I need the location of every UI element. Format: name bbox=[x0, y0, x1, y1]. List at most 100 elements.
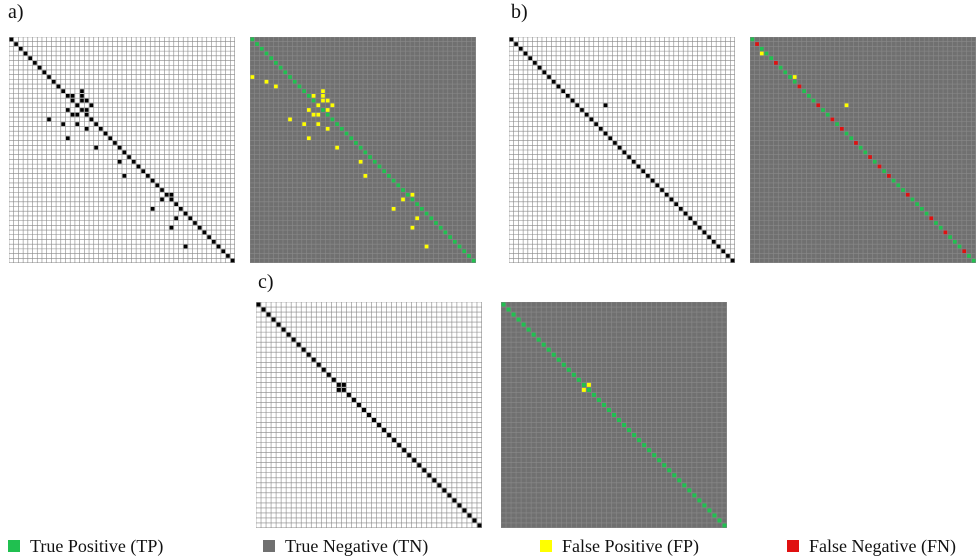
matrix-cell-false-positive bbox=[792, 75, 797, 79]
matrix-cell-diagonal bbox=[622, 150, 627, 155]
matrix-a-confusion bbox=[250, 37, 476, 263]
matrix-cell-diagonal bbox=[392, 438, 397, 443]
matrix-cell-diagonal bbox=[354, 141, 358, 145]
matrix-cell-diagonal bbox=[131, 159, 136, 164]
matrix-cell-diagonal bbox=[94, 122, 98, 126]
matrix-cell-diagonal bbox=[438, 225, 443, 230]
matrix-cell-diagonal bbox=[117, 145, 122, 150]
matrix-cell-offdiagonal bbox=[80, 98, 84, 103]
matrix-cell-diagonal bbox=[556, 84, 561, 89]
matrix-cell-diagonal bbox=[363, 150, 368, 155]
matrix-cell-diagonal bbox=[637, 438, 642, 443]
matrix-cell-diagonal bbox=[627, 155, 631, 159]
matrix-cell-diagonal bbox=[351, 397, 356, 402]
matrix-cell-diagonal bbox=[278, 65, 283, 70]
matrix-cell-diagonal bbox=[432, 478, 437, 483]
matrix-cell-diagonal bbox=[387, 433, 392, 438]
matrix-cell-diagonal bbox=[261, 307, 266, 312]
matrix-cell-diagonal bbox=[325, 112, 330, 117]
matrix-cell-diagonal bbox=[920, 207, 924, 211]
matrix-cell-diagonal bbox=[594, 122, 598, 126]
matrix-cell-diagonal bbox=[788, 75, 792, 79]
matrix-cell-offdiagonal bbox=[581, 387, 586, 392]
matrix-cell-diagonal bbox=[276, 322, 281, 327]
matrix-cell-offdiagonal bbox=[150, 207, 155, 211]
matrix-cell-diagonal bbox=[608, 136, 613, 141]
matrix-cell-diagonal bbox=[606, 407, 611, 412]
matrix-cell-diagonal bbox=[283, 70, 288, 75]
matrix-cell-diagonal bbox=[697, 498, 702, 503]
matrix-cell-offdiagonal bbox=[307, 108, 311, 112]
matrix-cell-offdiagonal bbox=[424, 244, 429, 249]
matrix-cell-offdiagonal bbox=[89, 103, 94, 108]
matrix-cell-diagonal bbox=[452, 498, 457, 503]
matrix-cell-offdiagonal bbox=[288, 117, 292, 122]
matrix-cell-diagonal bbox=[677, 478, 682, 483]
matrix-cell-offdiagonal bbox=[321, 94, 325, 98]
matrix-cell-diagonal bbox=[664, 192, 669, 197]
matrix-cell-diagonal bbox=[346, 392, 351, 397]
matrix-cell-offdiagonal bbox=[391, 207, 396, 211]
matrix-cell-diagonal bbox=[652, 453, 657, 458]
matrix-a-binary bbox=[9, 37, 235, 263]
matrix-cell-diagonal bbox=[467, 254, 471, 258]
matrix-cell-diagonal bbox=[382, 169, 387, 174]
matrix-cell-diagonal bbox=[642, 443, 647, 448]
matrix-cell-diagonal bbox=[183, 211, 188, 216]
matrix-b-confusion bbox=[750, 37, 976, 263]
matrix-cell-diagonal bbox=[286, 332, 291, 337]
matrix-cell-diagonal bbox=[377, 423, 382, 428]
matrix-cell-diagonal bbox=[28, 56, 33, 61]
legend-item-fp: False Positive (FP) bbox=[540, 536, 699, 556]
legend-swatch-tn bbox=[263, 540, 275, 552]
matrix-cell-diagonal bbox=[427, 473, 432, 478]
matrix-cell-offdiagonal bbox=[410, 225, 415, 230]
matrix-cell-false-positive bbox=[759, 51, 764, 56]
matrix-cell-diagonal bbox=[697, 225, 702, 230]
matrix-cell-diagonal bbox=[792, 79, 797, 84]
matrix-cell-diagonal bbox=[514, 42, 518, 46]
matrix-grid bbox=[750, 37, 976, 263]
matrix-cell-diagonal bbox=[601, 402, 606, 407]
matrix-cell-offdiagonal bbox=[321, 98, 325, 103]
matrix-cell-diagonal bbox=[688, 216, 693, 221]
matrix-cell-diagonal bbox=[442, 488, 447, 493]
matrix-cell-diagonal bbox=[650, 178, 655, 183]
matrix-cell-diagonal bbox=[266, 312, 271, 317]
matrix-cell-diagonal bbox=[687, 488, 692, 493]
matrix-cell-offdiagonal bbox=[316, 103, 321, 108]
matrix-cell-offdiagonal bbox=[174, 216, 178, 221]
matrix-cell-diagonal bbox=[122, 150, 127, 155]
matrix-cell-diagonal bbox=[632, 433, 637, 438]
matrix-cell-diagonal bbox=[910, 197, 915, 202]
matrix-cell-diagonal bbox=[541, 342, 546, 347]
matrix-cell-diagonal bbox=[778, 65, 783, 70]
matrix-cell-diagonal bbox=[264, 51, 269, 56]
matrix-cell-diagonal bbox=[382, 428, 387, 433]
matrix-cell-false-positive bbox=[264, 79, 269, 84]
legend-item-fn: False Negative (FN) bbox=[787, 536, 956, 556]
legend-swatch-fn bbox=[787, 540, 799, 552]
matrix-cell-diagonal bbox=[321, 367, 326, 372]
matrix-cell-diagonal bbox=[250, 37, 255, 42]
matrix-cell-diagonal bbox=[9, 37, 14, 42]
matrix-cell-diagonal bbox=[193, 221, 197, 225]
matrix-cell-offdiagonal bbox=[80, 94, 84, 98]
matrix-cell-diagonal bbox=[962, 249, 967, 254]
matrix-cell-diagonal bbox=[596, 397, 601, 402]
matrix-cell-diagonal bbox=[641, 169, 646, 174]
matrix-cell-diagonal bbox=[372, 159, 377, 164]
matrix-cell-diagonal bbox=[674, 202, 678, 206]
matrix-cell-diagonal bbox=[211, 239, 216, 244]
matrix-cell-diagonal bbox=[807, 94, 811, 98]
matrix-cell-diagonal bbox=[882, 169, 887, 174]
matrix-cell-diagonal bbox=[611, 412, 617, 418]
legend-swatch-tp bbox=[8, 540, 20, 552]
matrix-cell-offdiagonal bbox=[75, 112, 80, 117]
matrix-cell-diagonal bbox=[561, 89, 565, 93]
matrix-cell-offdiagonal bbox=[160, 197, 164, 202]
matrix-cell-diagonal bbox=[70, 98, 75, 103]
matrix-cell-offdiagonal bbox=[70, 94, 75, 98]
legend-item-tp: True Positive (TP) bbox=[8, 536, 163, 556]
matrix-cell-offdiagonal bbox=[335, 145, 339, 150]
